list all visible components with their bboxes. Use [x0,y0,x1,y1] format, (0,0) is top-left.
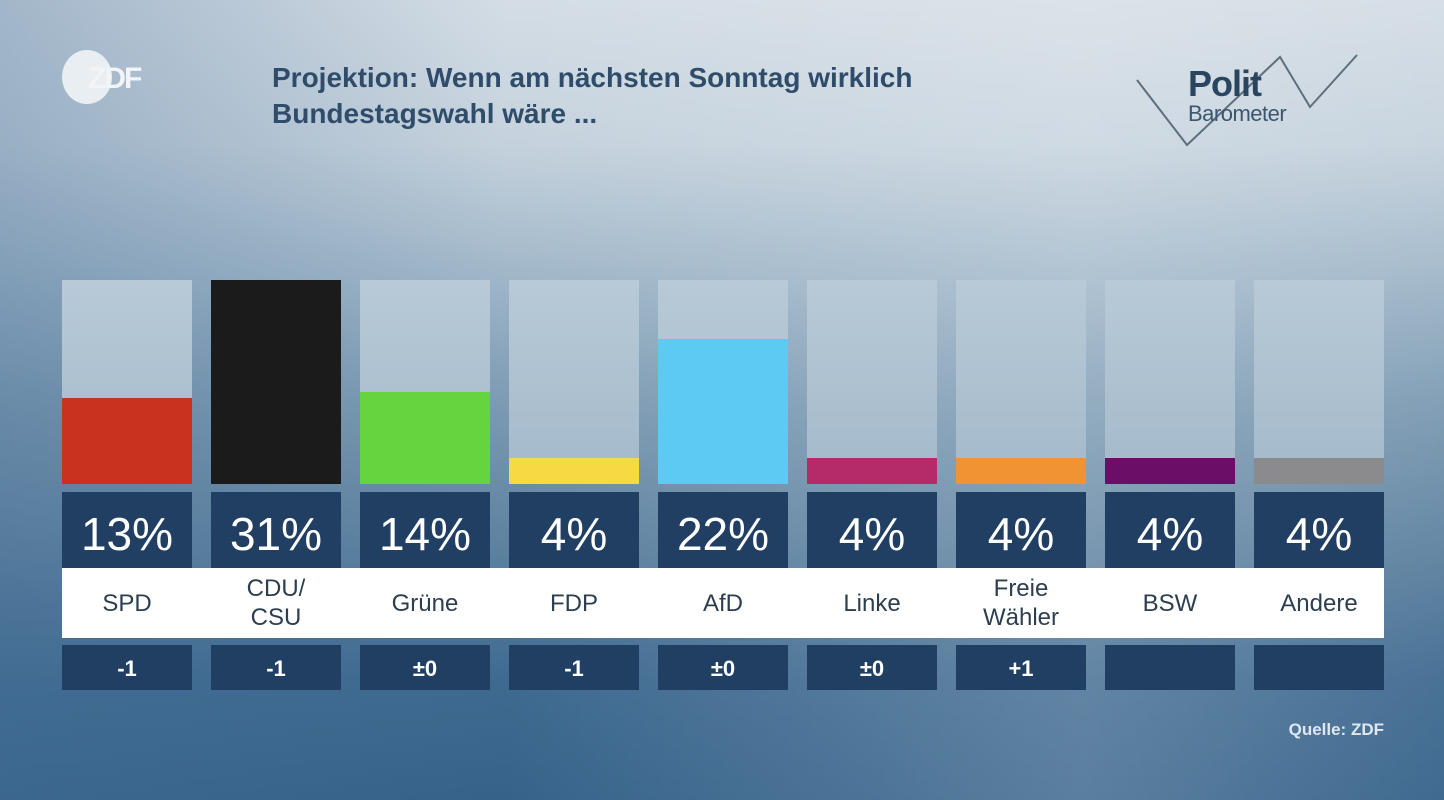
bar-track [211,280,341,484]
change-label: ±0 [360,645,490,690]
politbarometer-title: Polit [1188,63,1262,104]
bar-value-label: 4% [509,492,639,568]
bar-value-label: 22% [658,492,788,568]
politbarometer-zigzag-icon [1136,54,1358,147]
bar-track [62,280,192,484]
bar-track [807,280,937,484]
category-label: Andere [1280,589,1358,617]
chart-title-line1: Projektion: Wenn am nächsten Sonntag wir… [272,62,913,93]
category-label: AfD [702,589,743,617]
bar-track [360,280,490,484]
category-label: Linke [843,589,901,617]
bar-track [956,280,1086,484]
bar [1254,458,1384,484]
politbarometer-logo: Polit Barometer [1135,45,1365,155]
change-label [1105,645,1235,690]
source-note: Quelle: ZDF [1288,720,1384,739]
bar-track [658,280,788,484]
bar [62,398,192,484]
category-label: Freie Wähler [982,575,1060,631]
zdf-logo: ZDF [62,50,142,104]
bar [956,458,1086,484]
bar-value-label: 4% [1105,492,1235,568]
politbarometer-subtitle: Barometer [1188,101,1287,126]
bar-value-label: 4% [807,492,937,568]
category-label: CDU/ CSU [246,575,306,631]
change-label: +1 [956,645,1086,690]
bar-track [509,280,639,484]
bar [807,458,937,484]
bar [509,458,639,484]
bar [1105,458,1235,484]
chart-title-line2: Bundestagswahl wäre ... [272,98,598,129]
bar [211,280,341,484]
party-label-strip [62,568,1384,638]
chart-title: Projektion: Wenn am nächsten Sonntag wir… [272,60,1092,132]
bar-value-label: 4% [1254,492,1384,568]
zdf-logo-text: ZDF [88,62,142,95]
zdf-logo-disc [62,50,112,104]
category-label: Grüne [391,589,459,617]
change-label: -1 [211,645,341,690]
category-label: FDP [550,589,598,617]
change-label: -1 [62,645,192,690]
change-label: ±0 [658,645,788,690]
change-label: ±0 [807,645,937,690]
bar-value-label: 13% [62,492,192,568]
bar-track [1254,280,1384,484]
change-label [1254,645,1384,690]
bar-value-label: 4% [956,492,1086,568]
category-label: BSW [1142,589,1198,617]
bar-value-label: 31% [211,492,341,568]
category-label: SPD [102,589,152,617]
change-label: -1 [509,645,639,690]
bar-value-label: 14% [360,492,490,568]
bar [360,392,490,484]
bar-track [1105,280,1235,484]
bar [658,339,788,484]
